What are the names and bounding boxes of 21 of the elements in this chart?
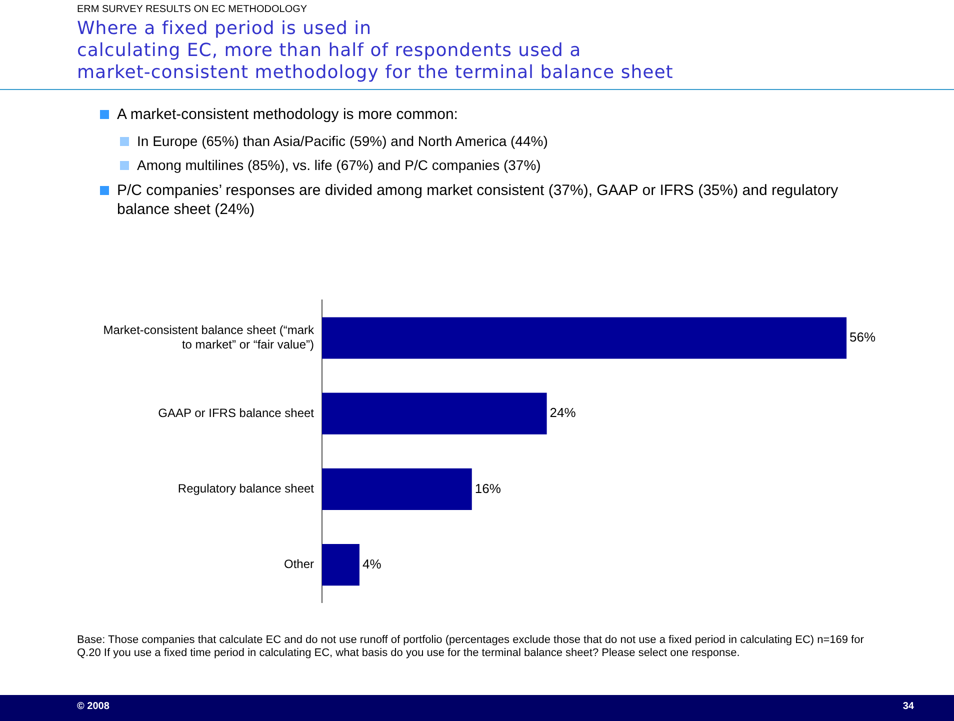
bar bbox=[322, 392, 547, 434]
y-tick-label: Market-consistent balance sheet (“mark to market” or “fair value”) bbox=[103, 323, 315, 352]
text: Among multilines (85%), vs. life (67%) and P/C companies (37%) bbox=[137, 156, 542, 175]
y-tick-label: Other bbox=[284, 557, 314, 572]
bar bbox=[322, 544, 360, 586]
y-tick-label: GAAP or IFRS balance sheet bbox=[158, 406, 315, 420]
chart-title: Where a fixed period is used in calculating EC, more than half of respondents used a market-consistent methodology for the terminal balance sheet bbox=[77, 18, 674, 84]
y-tick-label: Regulatory balance sheet bbox=[178, 482, 315, 496]
text: P/C companies’ responses are divided among market consistent (37%), GAAP or IFRS (35%) and regulatory balance sheet (24%) bbox=[117, 181, 840, 219]
text: In Europe (65%) than Asia/Pacific (59%) and North America (44%) bbox=[137, 132, 549, 151]
text: ERM SURVEY RESULTS ON EC METHODOLOGY bbox=[77, 4, 308, 15]
text: 34 bbox=[902, 701, 914, 712]
data-label: 56% bbox=[850, 330, 876, 345]
data-label: 24% bbox=[550, 405, 576, 420]
data-label: 4% bbox=[362, 556, 382, 572]
text: © 2008 bbox=[77, 701, 110, 712]
data-label: 16% bbox=[474, 480, 502, 496]
text: A market-consistent methodology is more common: bbox=[117, 105, 459, 124]
bar bbox=[322, 468, 472, 510]
text: Base: Those companies that calculate EC and do not use runoff of portfolio (percentages exclude those that do not use a fixed period in calculating EC) n=169 for Q.20 If you use a fixed time period in calculating EC, what basis do you use for the terminal balance sheet? Please select one response. bbox=[77, 634, 865, 660]
bar bbox=[322, 317, 847, 359]
